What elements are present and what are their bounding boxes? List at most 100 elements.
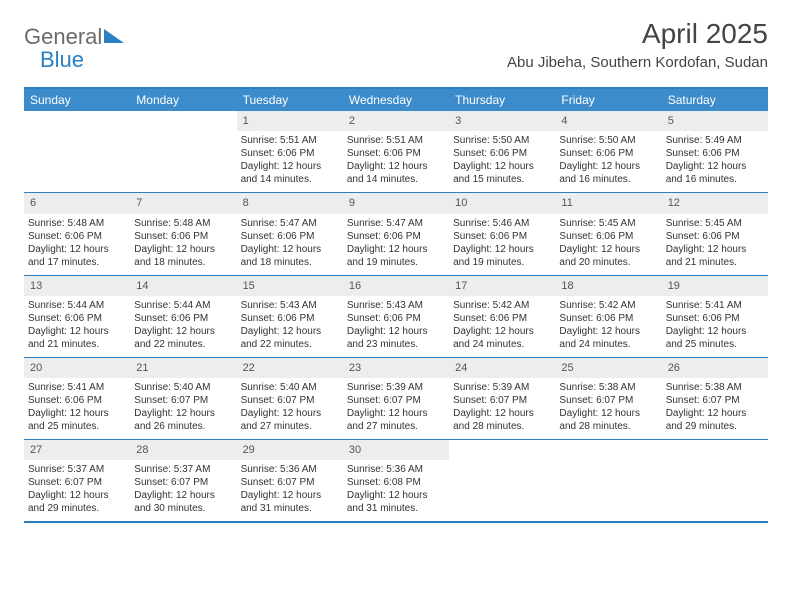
sunrise-line: Sunrise: 5:45 AM bbox=[666, 217, 764, 230]
dow-row: SundayMondayTuesdayWednesdayThursdayFrid… bbox=[24, 89, 768, 111]
day-number: 5 bbox=[662, 111, 768, 131]
day-number: 13 bbox=[24, 276, 130, 296]
sunset-line: Sunset: 6:06 PM bbox=[241, 230, 339, 243]
day-cell bbox=[449, 440, 555, 521]
day-body: Sunrise: 5:45 AMSunset: 6:06 PMDaylight:… bbox=[555, 214, 661, 275]
day-number: 1 bbox=[237, 111, 343, 131]
daylight-line: Daylight: 12 hours and 29 minutes. bbox=[666, 407, 764, 433]
sunrise-line: Sunrise: 5:42 AM bbox=[453, 299, 551, 312]
sunrise-line: Sunrise: 5:39 AM bbox=[347, 381, 445, 394]
day-body: Sunrise: 5:41 AMSunset: 6:06 PMDaylight:… bbox=[662, 296, 768, 357]
day-body: Sunrise: 5:38 AMSunset: 6:07 PMDaylight:… bbox=[555, 378, 661, 439]
day-cell: 1Sunrise: 5:51 AMSunset: 6:06 PMDaylight… bbox=[237, 111, 343, 192]
day-body: Sunrise: 5:39 AMSunset: 6:07 PMDaylight:… bbox=[449, 378, 555, 439]
sunrise-line: Sunrise: 5:44 AM bbox=[28, 299, 126, 312]
day-cell bbox=[662, 440, 768, 521]
day-number: 10 bbox=[449, 193, 555, 213]
sunrise-line: Sunrise: 5:47 AM bbox=[241, 217, 339, 230]
sunset-line: Sunset: 6:07 PM bbox=[134, 476, 232, 489]
day-number bbox=[555, 440, 661, 460]
day-body: Sunrise: 5:39 AMSunset: 6:07 PMDaylight:… bbox=[343, 378, 449, 439]
day-cell: 26Sunrise: 5:38 AMSunset: 6:07 PMDayligh… bbox=[662, 358, 768, 439]
day-cell: 13Sunrise: 5:44 AMSunset: 6:06 PMDayligh… bbox=[24, 276, 130, 357]
day-number bbox=[130, 111, 236, 131]
sunrise-line: Sunrise: 5:44 AM bbox=[134, 299, 232, 312]
day-cell: 5Sunrise: 5:49 AMSunset: 6:06 PMDaylight… bbox=[662, 111, 768, 192]
day-cell: 2Sunrise: 5:51 AMSunset: 6:06 PMDaylight… bbox=[343, 111, 449, 192]
day-cell: 16Sunrise: 5:43 AMSunset: 6:06 PMDayligh… bbox=[343, 276, 449, 357]
calendar: SundayMondayTuesdayWednesdayThursdayFrid… bbox=[24, 87, 768, 523]
day-number: 21 bbox=[130, 358, 236, 378]
day-cell: 21Sunrise: 5:40 AMSunset: 6:07 PMDayligh… bbox=[130, 358, 236, 439]
daylight-line: Daylight: 12 hours and 24 minutes. bbox=[453, 325, 551, 351]
day-cell bbox=[130, 111, 236, 192]
day-body: Sunrise: 5:38 AMSunset: 6:07 PMDaylight:… bbox=[662, 378, 768, 439]
day-body: Sunrise: 5:51 AMSunset: 6:06 PMDaylight:… bbox=[237, 131, 343, 192]
day-body: Sunrise: 5:40 AMSunset: 6:07 PMDaylight:… bbox=[237, 378, 343, 439]
day-cell: 3Sunrise: 5:50 AMSunset: 6:06 PMDaylight… bbox=[449, 111, 555, 192]
day-body: Sunrise: 5:36 AMSunset: 6:07 PMDaylight:… bbox=[237, 460, 343, 521]
daylight-line: Daylight: 12 hours and 19 minutes. bbox=[453, 243, 551, 269]
sunset-line: Sunset: 6:07 PM bbox=[666, 394, 764, 407]
sunset-line: Sunset: 6:06 PM bbox=[134, 312, 232, 325]
sunrise-line: Sunrise: 5:49 AM bbox=[666, 134, 764, 147]
dow-cell: Tuesday bbox=[237, 89, 343, 111]
day-cell: 12Sunrise: 5:45 AMSunset: 6:06 PMDayligh… bbox=[662, 193, 768, 274]
month-title: April 2025 bbox=[507, 18, 768, 50]
sunrise-line: Sunrise: 5:38 AM bbox=[666, 381, 764, 394]
sunrise-line: Sunrise: 5:46 AM bbox=[453, 217, 551, 230]
day-number: 23 bbox=[343, 358, 449, 378]
sunrise-line: Sunrise: 5:50 AM bbox=[453, 134, 551, 147]
sunset-line: Sunset: 6:06 PM bbox=[347, 230, 445, 243]
day-cell: 15Sunrise: 5:43 AMSunset: 6:06 PMDayligh… bbox=[237, 276, 343, 357]
dow-cell: Saturday bbox=[662, 89, 768, 111]
day-body: Sunrise: 5:36 AMSunset: 6:08 PMDaylight:… bbox=[343, 460, 449, 521]
daylight-line: Daylight: 12 hours and 16 minutes. bbox=[559, 160, 657, 186]
day-cell: 28Sunrise: 5:37 AMSunset: 6:07 PMDayligh… bbox=[130, 440, 236, 521]
day-cell: 6Sunrise: 5:48 AMSunset: 6:06 PMDaylight… bbox=[24, 193, 130, 274]
day-body: Sunrise: 5:43 AMSunset: 6:06 PMDaylight:… bbox=[343, 296, 449, 357]
sunset-line: Sunset: 6:08 PM bbox=[347, 476, 445, 489]
dow-cell: Wednesday bbox=[343, 89, 449, 111]
sunrise-line: Sunrise: 5:37 AM bbox=[134, 463, 232, 476]
daylight-line: Daylight: 12 hours and 24 minutes. bbox=[559, 325, 657, 351]
sunset-line: Sunset: 6:07 PM bbox=[28, 476, 126, 489]
day-number: 24 bbox=[449, 358, 555, 378]
day-cell: 27Sunrise: 5:37 AMSunset: 6:07 PMDayligh… bbox=[24, 440, 130, 521]
day-number: 30 bbox=[343, 440, 449, 460]
week-row: 1Sunrise: 5:51 AMSunset: 6:06 PMDaylight… bbox=[24, 111, 768, 193]
daylight-line: Daylight: 12 hours and 21 minutes. bbox=[666, 243, 764, 269]
sunrise-line: Sunrise: 5:45 AM bbox=[559, 217, 657, 230]
day-number: 26 bbox=[662, 358, 768, 378]
day-number: 22 bbox=[237, 358, 343, 378]
daylight-line: Daylight: 12 hours and 31 minutes. bbox=[347, 489, 445, 515]
day-cell: 24Sunrise: 5:39 AMSunset: 6:07 PMDayligh… bbox=[449, 358, 555, 439]
sunset-line: Sunset: 6:06 PM bbox=[559, 147, 657, 160]
sunrise-line: Sunrise: 5:41 AM bbox=[28, 381, 126, 394]
sunset-line: Sunset: 6:06 PM bbox=[28, 312, 126, 325]
sunset-line: Sunset: 6:06 PM bbox=[666, 230, 764, 243]
sunrise-line: Sunrise: 5:40 AM bbox=[134, 381, 232, 394]
daylight-line: Daylight: 12 hours and 16 minutes. bbox=[666, 160, 764, 186]
dow-cell: Thursday bbox=[449, 89, 555, 111]
day-number: 16 bbox=[343, 276, 449, 296]
day-number: 15 bbox=[237, 276, 343, 296]
day-number: 4 bbox=[555, 111, 661, 131]
day-cell: 25Sunrise: 5:38 AMSunset: 6:07 PMDayligh… bbox=[555, 358, 661, 439]
day-cell: 22Sunrise: 5:40 AMSunset: 6:07 PMDayligh… bbox=[237, 358, 343, 439]
day-cell: 19Sunrise: 5:41 AMSunset: 6:06 PMDayligh… bbox=[662, 276, 768, 357]
daylight-line: Daylight: 12 hours and 22 minutes. bbox=[134, 325, 232, 351]
day-body: Sunrise: 5:45 AMSunset: 6:06 PMDaylight:… bbox=[662, 214, 768, 275]
sunset-line: Sunset: 6:06 PM bbox=[559, 230, 657, 243]
day-body bbox=[662, 460, 768, 482]
day-number: 20 bbox=[24, 358, 130, 378]
daylight-line: Daylight: 12 hours and 23 minutes. bbox=[347, 325, 445, 351]
day-cell: 18Sunrise: 5:42 AMSunset: 6:06 PMDayligh… bbox=[555, 276, 661, 357]
daylight-line: Daylight: 12 hours and 18 minutes. bbox=[134, 243, 232, 269]
sunrise-line: Sunrise: 5:43 AM bbox=[241, 299, 339, 312]
day-number bbox=[24, 111, 130, 131]
sunrise-line: Sunrise: 5:43 AM bbox=[347, 299, 445, 312]
sunset-line: Sunset: 6:06 PM bbox=[28, 230, 126, 243]
day-body: Sunrise: 5:41 AMSunset: 6:06 PMDaylight:… bbox=[24, 378, 130, 439]
day-body: Sunrise: 5:51 AMSunset: 6:06 PMDaylight:… bbox=[343, 131, 449, 192]
